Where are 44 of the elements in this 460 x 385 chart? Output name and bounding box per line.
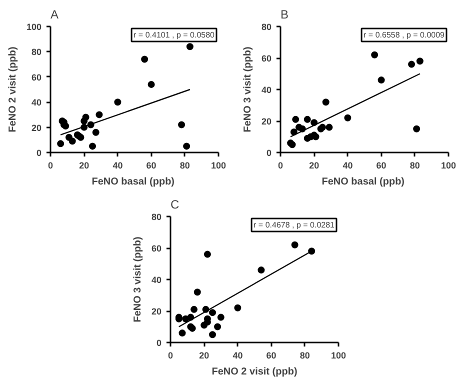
y-tick-label: 60 <box>261 54 272 64</box>
x-tick-label: 20 <box>79 160 90 170</box>
x-tick-label: 100 <box>440 160 456 170</box>
chart-title: A <box>50 8 59 22</box>
x-tick-label: 20 <box>199 350 210 360</box>
x-tick-label: 40 <box>112 160 123 170</box>
chart-title: C <box>170 198 180 212</box>
x-tick-label: 40 <box>342 160 353 170</box>
x-tick-label: 0 <box>168 350 174 360</box>
y-tick-label: 40 <box>261 85 272 95</box>
y-tick-label: 20 <box>31 122 42 133</box>
x-tick-label: 80 <box>410 160 420 170</box>
x-tick-label: 80 <box>300 350 310 360</box>
y-tick-label: 80 <box>261 22 272 32</box>
x-tick-label: 100 <box>210 160 226 170</box>
y-axis-title: FeNO 3 visit (ppb) <box>132 236 144 322</box>
x-axis-title: FeNO 2 visit (ppb) <box>212 366 298 378</box>
annotation: r = 0.4101 , p = 0.0580 <box>134 30 216 40</box>
y-tick-label: 100 <box>26 22 42 32</box>
y-tick-label: 80 <box>151 212 162 222</box>
y-tick-label: 0 <box>156 338 162 348</box>
y-axis-title: FeNO 2 visit (ppb) <box>7 46 18 132</box>
x-tick-label: 0 <box>278 160 284 170</box>
y-tick-label: 0 <box>266 148 272 158</box>
x-axis-title: FeNO basal (ppb) <box>92 176 175 188</box>
x-tick-label: 0 <box>48 160 54 170</box>
annotation: r = 0.4678 , p = 0.0281 <box>254 220 336 230</box>
x-tick-label: 20 <box>309 160 320 170</box>
y-tick-label: 60 <box>151 244 162 254</box>
x-tick-label: 80 <box>180 160 190 170</box>
y-tick-label: 20 <box>261 116 272 126</box>
y-axis-title: FeNO 3 visit (ppb) <box>242 46 254 132</box>
annotation: r = 0.6558 , p = 0.0009 <box>364 30 446 40</box>
y-tick-label: 80 <box>31 47 42 58</box>
y-tick-label: 60 <box>31 72 42 82</box>
y-tick-label: 0 <box>36 148 42 158</box>
x-tick-label: 100 <box>330 350 346 360</box>
x-tick-label: 40 <box>232 350 243 360</box>
y-tick-label: 20 <box>151 306 162 316</box>
y-tick-label: 40 <box>31 98 42 108</box>
x-tick-label: 60 <box>376 160 386 170</box>
y-tick-label: 40 <box>151 275 162 285</box>
chart-title: B <box>280 8 289 22</box>
x-axis-title: FeNO basal (ppb) <box>322 176 405 188</box>
